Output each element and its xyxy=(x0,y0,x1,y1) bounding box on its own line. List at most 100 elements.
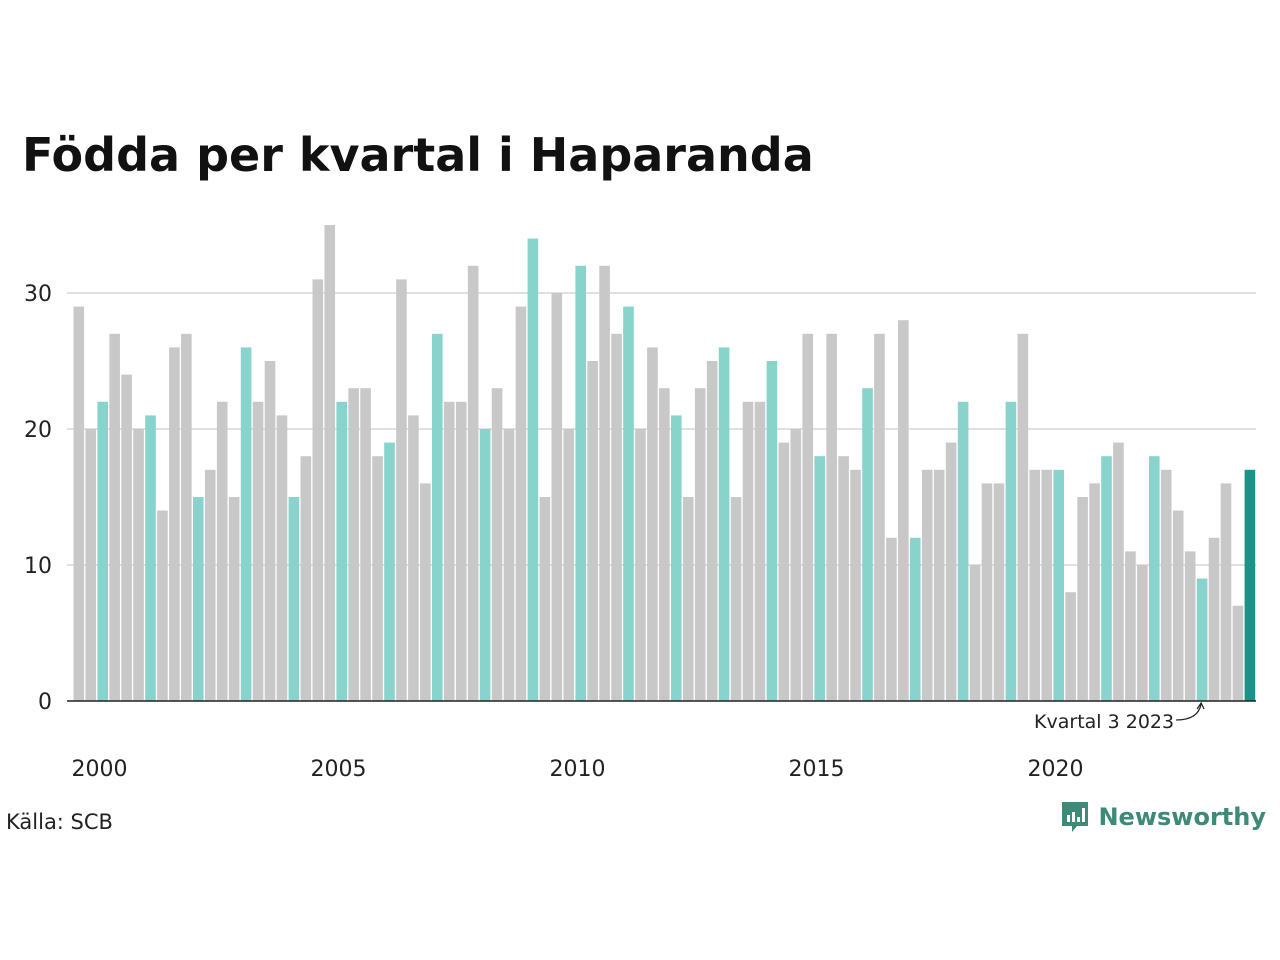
bar xyxy=(754,401,766,701)
bar xyxy=(372,456,383,701)
bar xyxy=(276,415,288,701)
y-tick-label: 30 xyxy=(24,282,52,307)
bar xyxy=(432,333,443,701)
bar xyxy=(1149,456,1160,701)
bar xyxy=(73,306,85,701)
bar xyxy=(1005,401,1017,701)
bar xyxy=(300,456,312,701)
bar xyxy=(1172,510,1184,701)
chart-title: Födda per kvartal i Haparanda xyxy=(22,128,814,182)
bar xyxy=(957,401,969,701)
bar xyxy=(671,415,682,701)
bar xyxy=(145,415,156,701)
bar xyxy=(790,429,802,701)
bar xyxy=(133,429,144,701)
bar xyxy=(216,401,228,701)
bar xyxy=(252,401,264,701)
annotation: Kvartal 3 2023 xyxy=(1034,701,1205,733)
bar xyxy=(611,333,622,701)
bar xyxy=(886,537,897,701)
bar xyxy=(240,347,252,701)
bar xyxy=(969,565,981,701)
bar xyxy=(814,456,825,701)
brand-name: Newsworthy xyxy=(1098,803,1266,831)
bar xyxy=(1125,551,1136,701)
bar xyxy=(336,401,347,701)
bar xyxy=(910,537,921,701)
bar xyxy=(1029,469,1041,701)
bar xyxy=(515,306,527,701)
bar xyxy=(802,333,814,701)
bar xyxy=(1137,565,1148,701)
annotation-label: Kvartal 3 2023 xyxy=(1034,711,1174,733)
bar xyxy=(420,483,431,701)
bar xyxy=(443,401,455,701)
bar xyxy=(1017,333,1029,701)
bar xyxy=(408,415,419,701)
bar xyxy=(850,469,861,701)
bar xyxy=(85,429,97,701)
bar xyxy=(228,497,240,701)
bar xyxy=(563,429,575,701)
bar xyxy=(288,497,300,701)
bar xyxy=(1208,537,1220,701)
bar-chart-speech-icon xyxy=(1062,802,1089,832)
bar xyxy=(204,469,216,701)
bar xyxy=(623,306,634,701)
bar xyxy=(981,483,993,701)
bar xyxy=(587,361,598,701)
bar xyxy=(527,238,539,701)
bar xyxy=(874,333,885,701)
annotation-arrowhead xyxy=(1196,701,1205,710)
bar xyxy=(109,333,120,701)
bar xyxy=(826,333,837,701)
bar xyxy=(682,497,694,701)
bar xyxy=(384,442,395,701)
bar xyxy=(1065,592,1076,701)
bar xyxy=(1101,456,1112,701)
bar xyxy=(694,388,706,701)
source-note: Källa: SCB xyxy=(6,810,113,834)
bar xyxy=(193,497,204,701)
bar xyxy=(1089,483,1100,701)
bar xyxy=(766,361,778,701)
bar xyxy=(360,388,371,701)
bar xyxy=(348,388,359,701)
bar xyxy=(921,469,933,701)
bar xyxy=(945,442,957,701)
bar xyxy=(121,374,132,701)
bar xyxy=(1077,497,1088,701)
bar xyxy=(157,510,168,701)
x-tick-label: 2010 xyxy=(550,757,606,782)
bar xyxy=(551,293,563,701)
bar xyxy=(575,265,586,701)
bar xyxy=(742,401,754,701)
y-tick-label: 20 xyxy=(24,418,52,443)
bar xyxy=(1244,469,1256,701)
bar xyxy=(312,279,324,701)
bar xyxy=(181,333,192,701)
x-tick-label: 2020 xyxy=(1028,757,1084,782)
brand-logo: Newsworthy xyxy=(1060,800,1266,834)
bar xyxy=(264,361,276,701)
x-tick-label: 2005 xyxy=(311,757,367,782)
bar xyxy=(730,497,742,701)
bar xyxy=(659,388,670,701)
bar xyxy=(503,429,515,701)
y-tick-label: 10 xyxy=(24,554,52,579)
bar xyxy=(169,347,180,701)
bar xyxy=(718,347,730,701)
bar xyxy=(778,442,790,701)
bar xyxy=(838,456,849,701)
bar xyxy=(455,401,467,701)
bar xyxy=(396,279,407,701)
bar xyxy=(1232,605,1244,701)
bar xyxy=(933,469,945,701)
bar xyxy=(1196,578,1208,701)
annotation-arrow xyxy=(1176,703,1202,721)
x-tick-label: 2015 xyxy=(789,757,845,782)
bar xyxy=(479,429,491,701)
bar xyxy=(1053,469,1064,701)
bar xyxy=(898,320,909,701)
bar xyxy=(467,265,479,701)
